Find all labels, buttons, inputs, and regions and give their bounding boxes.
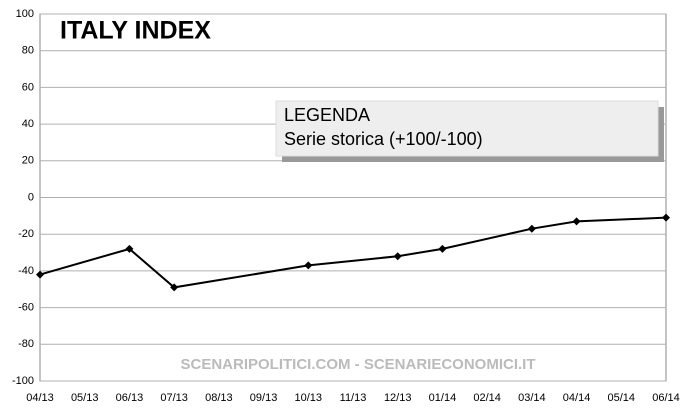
x-tick-label: 07/13 [160, 392, 188, 404]
x-tick-label: 10/13 [295, 392, 323, 404]
data-point [170, 283, 179, 292]
legend-box [275, 100, 659, 157]
x-tick-label: 05/14 [608, 392, 636, 404]
y-tick-label: -60 [18, 302, 34, 314]
data-point [527, 224, 536, 233]
y-tick-label: 100 [16, 8, 34, 20]
y-tick-label: -20 [18, 228, 34, 240]
x-tick-label: 09/13 [250, 392, 278, 404]
x-tick-label: 06/14 [652, 392, 680, 404]
x-tick-label: 02/14 [473, 392, 501, 404]
y-tick-label: -80 [18, 338, 34, 350]
x-tick-label: 08/13 [205, 392, 233, 404]
y-tick-label: 0 [28, 191, 34, 203]
chart-title: ITALY INDEX [60, 17, 211, 45]
data-point [393, 252, 402, 261]
y-tick-label: 40 [22, 118, 34, 130]
x-tick-label: 06/13 [116, 392, 144, 404]
legend-title: LEGENDA [284, 105, 370, 125]
y-tick-label: 20 [22, 155, 34, 167]
x-tick-label: 04/14 [563, 392, 591, 404]
watermark: SCENARIPOLITICI.COM - SCENARIECONOMICI.I… [180, 356, 535, 373]
data-point [304, 261, 313, 270]
x-tick-label: 05/13 [71, 392, 99, 404]
x-tick-label: 11/13 [340, 392, 367, 404]
data-point [36, 270, 44, 279]
y-tick-label: -40 [18, 265, 34, 277]
data-point [572, 217, 581, 226]
data-point [125, 244, 134, 253]
x-tick-label: 12/13 [384, 392, 412, 404]
x-tick-label: 03/14 [518, 392, 546, 404]
y-tick-label: -100 [12, 375, 34, 387]
x-tick-label: 01/14 [429, 392, 457, 404]
y-tick-label: 80 [22, 45, 34, 57]
legend-text: Serie storica (+100/-100) [284, 129, 483, 149]
data-point [438, 244, 447, 253]
data-point [662, 213, 670, 222]
y-tick-label: 60 [22, 81, 34, 93]
x-tick-label: 04/13 [26, 392, 54, 404]
